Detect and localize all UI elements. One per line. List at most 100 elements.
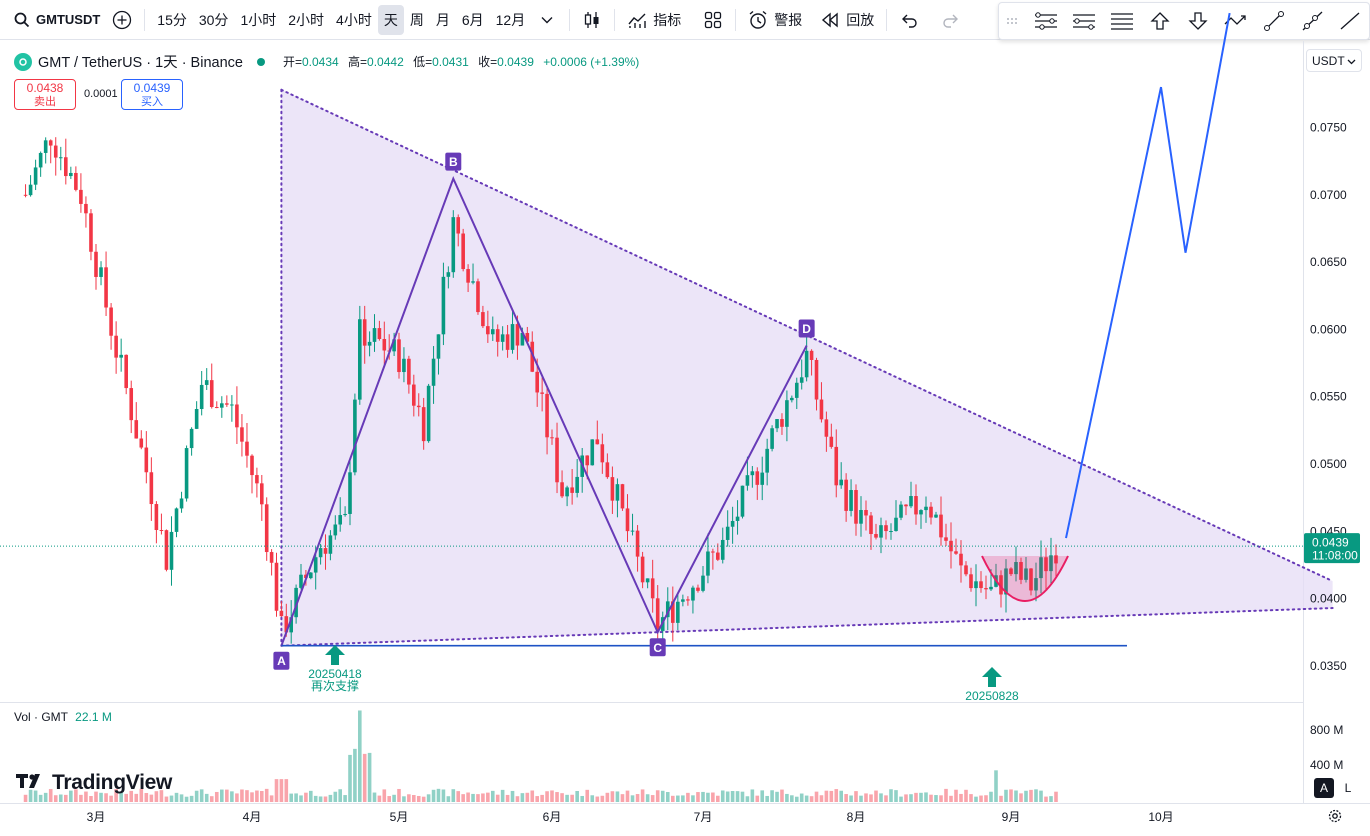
legend-title[interactable]: GMT / TetherUS · 1天 · Binance <box>38 55 243 71</box>
layouts-button[interactable] <box>697 5 729 35</box>
trend-line-button[interactable] <box>1255 6 1293 36</box>
label-c: C <box>653 641 662 655</box>
parallel-channel-button[interactable] <box>1027 6 1065 36</box>
interval-30m[interactable]: 30分 <box>198 11 229 28</box>
currency-select[interactable]: USDT <box>1306 49 1362 72</box>
undo-button[interactable] <box>893 5 925 35</box>
interval-1h[interactable]: 1小时 <box>240 11 277 28</box>
volume-bar <box>924 792 928 802</box>
open-value: 0.0434 <box>301 55 339 69</box>
volume-bar <box>570 794 574 802</box>
candle-body <box>645 578 650 583</box>
volume-bar <box>894 790 898 802</box>
auto-scale-button[interactable]: A <box>1314 778 1334 798</box>
volume-bar <box>421 796 426 802</box>
volume-bar <box>645 794 650 802</box>
volume-bar <box>159 790 164 802</box>
volume-bar <box>235 793 239 802</box>
projection-path <box>1065 12 1231 539</box>
chart-type-button[interactable] <box>576 5 608 35</box>
candle-body <box>456 217 461 234</box>
candle-body <box>421 407 426 442</box>
volume-bar <box>264 788 269 802</box>
candle-body <box>725 526 730 540</box>
settings-button[interactable] <box>1327 808 1343 824</box>
line-button[interactable] <box>1331 6 1369 36</box>
symbol-name: GMTUSDT <box>36 12 101 27</box>
interval-1m[interactable]: 月 <box>435 11 450 28</box>
volume-bar <box>620 794 625 802</box>
compare-button[interactable] <box>106 5 138 35</box>
candle-body <box>416 405 421 408</box>
candle-body <box>640 556 645 583</box>
candle-body <box>495 329 500 342</box>
tool-trend-line-icon <box>1264 11 1284 31</box>
volume-bar <box>23 794 28 802</box>
tradingview-logo[interactable]: TradingView <box>16 770 172 796</box>
replay-button[interactable]: 回放 <box>814 5 880 35</box>
volume-bar <box>555 792 559 802</box>
volume-bar <box>725 791 730 802</box>
pane-borders <box>0 41 1370 804</box>
candle-body <box>1004 568 1008 595</box>
candle-body <box>849 490 853 511</box>
candle-body <box>535 371 539 393</box>
candle-body <box>775 419 779 429</box>
redo-button[interactable] <box>935 5 967 35</box>
volume-bar <box>309 790 313 802</box>
volume-bar <box>929 794 933 802</box>
arrow-up-button[interactable] <box>1141 6 1179 36</box>
candle-body <box>706 551 710 576</box>
volume-bar <box>989 791 993 802</box>
candle-body <box>358 319 362 400</box>
label-b: B <box>449 155 458 169</box>
search-icon <box>12 10 32 30</box>
sell-button[interactable]: 0.0438 卖出 <box>14 79 76 110</box>
interval-1d[interactable]: 天 <box>377 4 404 35</box>
volume-bar <box>124 793 128 802</box>
volume-bar <box>299 795 303 802</box>
volume-bar <box>605 792 610 802</box>
arrow-down-button[interactable] <box>1179 6 1217 36</box>
volume-bar <box>1009 789 1013 802</box>
indicators-button[interactable]: 指标 <box>621 5 687 35</box>
volume-bar <box>476 794 480 802</box>
volume-bar <box>184 796 189 802</box>
volume-bar <box>144 793 149 802</box>
interval-2h[interactable]: 2小时 <box>288 11 325 28</box>
log-scale-button[interactable]: L <box>1344 781 1352 795</box>
volume-bar <box>691 795 695 802</box>
candle-body <box>525 332 530 342</box>
ray-button[interactable] <box>1293 6 1331 36</box>
candle-body <box>134 420 139 439</box>
candle-body <box>804 350 809 378</box>
regression-button[interactable] <box>1065 6 1103 36</box>
undo-icon <box>899 10 919 30</box>
volume-legend[interactable]: Vol · GMT 22.1 M <box>14 710 112 724</box>
interval-12m[interactable]: 12月 <box>495 11 526 28</box>
interval-6m[interactable]: 6月 <box>461 11 484 28</box>
volume-bar <box>1019 793 1023 802</box>
candle-body <box>38 152 43 168</box>
rewind-icon <box>820 10 840 30</box>
symbol-search[interactable]: GMTUSDT <box>0 5 106 35</box>
volume-bar <box>1024 790 1028 802</box>
candle-body <box>745 475 750 486</box>
alert-button[interactable]: 警报 <box>742 5 808 35</box>
interval-dropdown[interactable] <box>531 5 563 35</box>
buy-button[interactable]: 0.0439 买入 <box>121 79 183 110</box>
volume-bar <box>486 792 490 802</box>
chevron-down-icon <box>537 10 557 30</box>
horizontal-lines-button[interactable] <box>1103 6 1141 36</box>
currency-label: USDT <box>1312 53 1345 68</box>
label-d: D <box>802 322 811 336</box>
interval-15m[interactable]: 15分 <box>157 11 187 28</box>
volume-bar <box>358 710 362 802</box>
candle-body <box>755 471 760 485</box>
volume-bar <box>859 795 863 802</box>
volume-bar <box>225 789 229 802</box>
drag-handle[interactable] <box>1003 18 1017 24</box>
interval-4h[interactable]: 4小时 <box>336 11 372 28</box>
interval-1w[interactable]: 周 <box>409 11 424 28</box>
